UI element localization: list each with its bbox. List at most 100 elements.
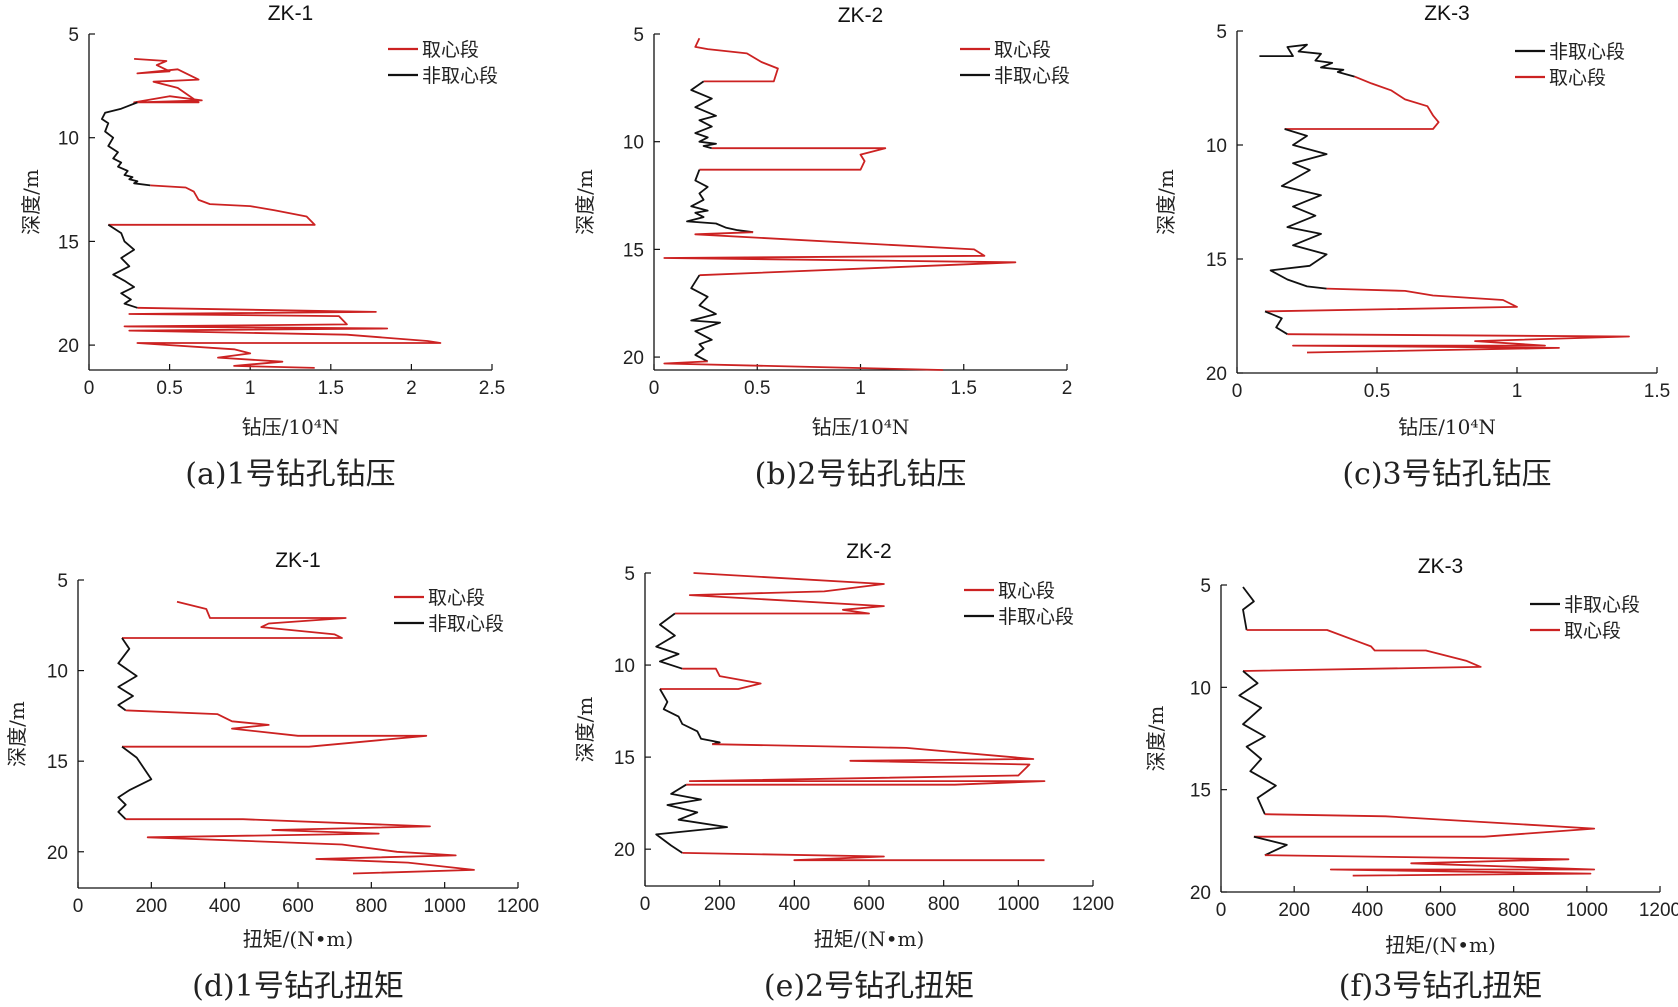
legend-label: 取心段 <box>994 39 1051 61</box>
series-line-non-coring <box>1242 586 1255 631</box>
x-tick-label: 600 <box>1425 900 1457 921</box>
panel-caption: (e)2号钻孔扭矩 <box>764 969 974 1004</box>
x-tick-label: 1 <box>245 378 256 399</box>
series-line-non-coring <box>101 101 151 187</box>
x-tick-label: 1000 <box>424 896 466 917</box>
x-tick-label: 0.5 <box>156 378 182 399</box>
y-axis-label: 深度/m <box>5 701 29 767</box>
x-tick-label: 0.5 <box>744 378 770 399</box>
legend-label: 非取心段 <box>1549 41 1625 63</box>
series-line-coring <box>122 600 347 639</box>
legend-label: 取心段 <box>1564 620 1621 642</box>
y-tick-label: 15 <box>614 748 635 769</box>
panel-caption: (a)1号钻孔钻压 <box>185 457 395 492</box>
y-tick-label: 15 <box>1206 250 1227 271</box>
series-line-coring <box>1253 813 1596 838</box>
x-tick-label: 800 <box>928 894 960 915</box>
x-tick-label: 1000 <box>997 894 1039 915</box>
x-tick-label: 0 <box>1232 381 1243 402</box>
x-tick-label: 800 <box>1498 900 1530 921</box>
y-tick-label: 5 <box>1216 22 1227 43</box>
x-axis-label: 扭矩/(N•m) <box>814 927 925 951</box>
series-line-non-coring <box>107 224 138 309</box>
series-line-non-coring <box>686 169 754 234</box>
y-tick-label: 10 <box>614 656 635 677</box>
x-axis-label: 钻压/10⁴N <box>812 415 910 439</box>
y-tick-label: 20 <box>614 840 635 861</box>
series-line-coring <box>663 231 1017 277</box>
x-tick-label: 2 <box>1062 378 1073 399</box>
series-line-coring <box>659 667 762 690</box>
y-tick-label: 10 <box>1206 136 1227 157</box>
series-line-non-coring <box>690 274 721 363</box>
legend-label: 取心段 <box>1549 67 1606 89</box>
series-line-non-coring <box>655 783 728 854</box>
x-tick-label: 0 <box>1216 900 1227 921</box>
x-tick-label: 1 <box>1512 381 1523 402</box>
series-line-non-coring <box>1259 43 1355 78</box>
chart-panel-4: ZK-1 0 200 400 600 800 1000 1200 5 10 15 20 扭矩/(N•m)… <box>5 549 539 1004</box>
y-tick-label: 20 <box>623 348 644 369</box>
series-line-non-coring <box>1238 670 1277 815</box>
y-axis-label: 深度/m <box>1154 169 1178 235</box>
chart-title: ZK-3 <box>1424 2 1470 25</box>
y-tick-label: 5 <box>68 25 79 46</box>
y-tick-label: 10 <box>623 133 644 154</box>
panel-caption: (f)3号钻孔扭矩 <box>1339 969 1543 1004</box>
x-tick-label: 400 <box>1351 900 1383 921</box>
x-tick-label: 600 <box>853 894 885 915</box>
y-tick-label: 20 <box>1190 883 1211 904</box>
legend-label: 非取心段 <box>998 606 1074 628</box>
panel-caption: (c)3号钻孔钻压 <box>1342 457 1551 492</box>
series-line-non-coring <box>1253 835 1288 857</box>
x-tick-label: 0 <box>649 378 660 399</box>
chart-panel-6: ZK-3 0 200 400 600 800 1000 1200 5 10 15 20 扭矩/(N•m)… <box>1144 555 1678 1004</box>
y-tick-label: 15 <box>47 752 68 773</box>
legend-label: 取心段 <box>998 580 1055 602</box>
chart-title: ZK-1 <box>275 549 321 572</box>
series-line-coring <box>125 818 475 875</box>
x-axis-label: 钻压/10⁴N <box>1398 415 1496 439</box>
legend-label: 取心段 <box>428 587 485 609</box>
series-line-non-coring <box>117 745 153 820</box>
series-line-coring <box>123 306 442 369</box>
y-tick-label: 10 <box>47 662 68 683</box>
y-axis-label: 深度/m <box>1144 706 1168 772</box>
chart-title: ZK-2 <box>838 4 884 27</box>
panel-caption: (b)2号钻孔钻压 <box>755 457 967 492</box>
x-axis-label: 扭矩/(N•m) <box>243 927 354 951</box>
chart-title: ZK-2 <box>846 540 892 563</box>
chart-panel-5: ZK-2 0 200 400 600 800 1000 1200 5 10 15 20 扭矩/(N•m)… <box>573 540 1114 1004</box>
x-tick-label: 1000 <box>1566 900 1608 921</box>
y-axis-label: 深度/m <box>573 697 597 763</box>
x-tick-label: 0 <box>640 894 651 915</box>
series-line-coring <box>1242 629 1482 672</box>
y-tick-label: 10 <box>58 129 79 150</box>
x-tick-label: 200 <box>704 894 736 915</box>
y-tick-label: 10 <box>1190 678 1211 699</box>
x-tick-label: 1 <box>855 378 866 399</box>
series-line-non-coring <box>659 688 721 746</box>
y-tick-label: 5 <box>57 571 68 592</box>
x-axis-label: 扭矩/(N•m) <box>1385 933 1496 957</box>
series-line-coring <box>1264 854 1596 877</box>
x-tick-label: 0 <box>73 896 84 917</box>
legend-label: 非取心段 <box>994 65 1070 87</box>
x-tick-label: 1.5 <box>318 378 344 399</box>
series-line-coring <box>694 37 779 83</box>
chart-title: ZK-1 <box>268 2 314 25</box>
x-tick-label: 1200 <box>497 896 539 917</box>
series-line-non-coring <box>655 612 683 670</box>
legend-label: 非取心段 <box>422 65 498 87</box>
series-line-non-coring <box>1269 128 1328 290</box>
x-tick-label: 1.5 <box>951 378 977 399</box>
x-tick-label: 0.5 <box>1364 381 1390 402</box>
x-tick-label: 0 <box>84 378 95 399</box>
x-tick-label: 400 <box>778 894 810 915</box>
x-axis-label: 钻压/10⁴N <box>242 415 340 439</box>
series-line-non-coring <box>1264 310 1288 335</box>
legend-label: 非取心段 <box>428 613 504 635</box>
series-line-coring <box>122 709 428 748</box>
